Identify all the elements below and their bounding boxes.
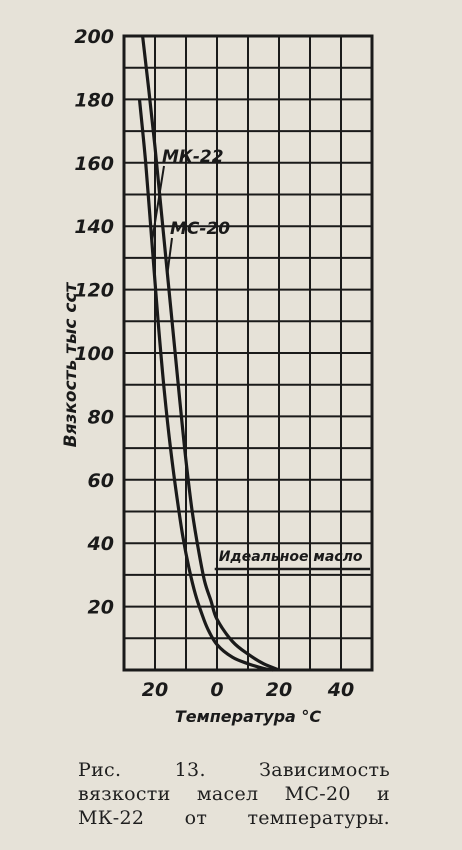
x-tick-labels: 20 0 20 40 [142, 679, 354, 701]
y-tick-label: 180 [74, 89, 114, 111]
caption-word: Рис. [78, 759, 122, 781]
x-tick-label: 40 [327, 679, 354, 701]
grid-lines [124, 36, 372, 670]
y-tick-label: 20 [88, 597, 114, 619]
plot-frame [122, 34, 374, 672]
caption-word: МК-22 [78, 807, 145, 829]
caption-line-1: Рис. 13. Зависимость [78, 758, 390, 782]
caption-word: температуры. [247, 807, 390, 829]
caption-word: масел [196, 783, 259, 805]
series-label: МК-22 [162, 147, 224, 167]
x-axis-label: Температура °C [175, 707, 322, 726]
caption-word: от [184, 807, 208, 829]
y-tick-label: 100 [74, 343, 114, 365]
series-line-мс-20 [141, 35, 280, 672]
y-tick-label: 80 [88, 406, 114, 428]
y-tick-label: 140 [74, 216, 114, 238]
y-tick-label: 160 [74, 153, 114, 175]
x-tick-label: 20 [142, 679, 168, 701]
series-line-мк-22 [137, 99, 274, 672]
x-tick-label: 0 [210, 679, 223, 701]
y-tick-label: 120 [74, 280, 114, 302]
annotations: Идеальное масло [214, 549, 370, 571]
y-tick-label: 60 [88, 470, 114, 492]
figure-caption: Рис. 13. Зависимость вязкости масел МС-2… [78, 758, 390, 830]
x-tick-label: 20 [266, 679, 292, 701]
caption-word: 13. [174, 759, 206, 781]
series-label-leader [150, 165, 165, 243]
y-tick-labels: 20 40 60 80 100 120 140 160 180 200 [74, 26, 114, 619]
series-label: МС-20 [170, 219, 230, 239]
caption-line-2: вязкости масел МС-20 и [78, 782, 390, 806]
y-tick-label: 40 [87, 533, 114, 555]
caption-word: Зависимость [259, 759, 390, 781]
series-lines: МК-22 МС-20 [137, 35, 280, 672]
caption-word: вязкости [78, 783, 171, 805]
caption-line-3: МК-22 от температуры. [78, 806, 390, 830]
y-axis-label: Вязкость тыс сст [61, 281, 81, 447]
y-tick-label: 200 [74, 26, 114, 48]
annotation-label: Идеальное масло [219, 549, 363, 565]
caption-word: и [377, 783, 390, 805]
series-label-leader [166, 237, 173, 274]
caption-word: МС-20 [284, 783, 351, 805]
